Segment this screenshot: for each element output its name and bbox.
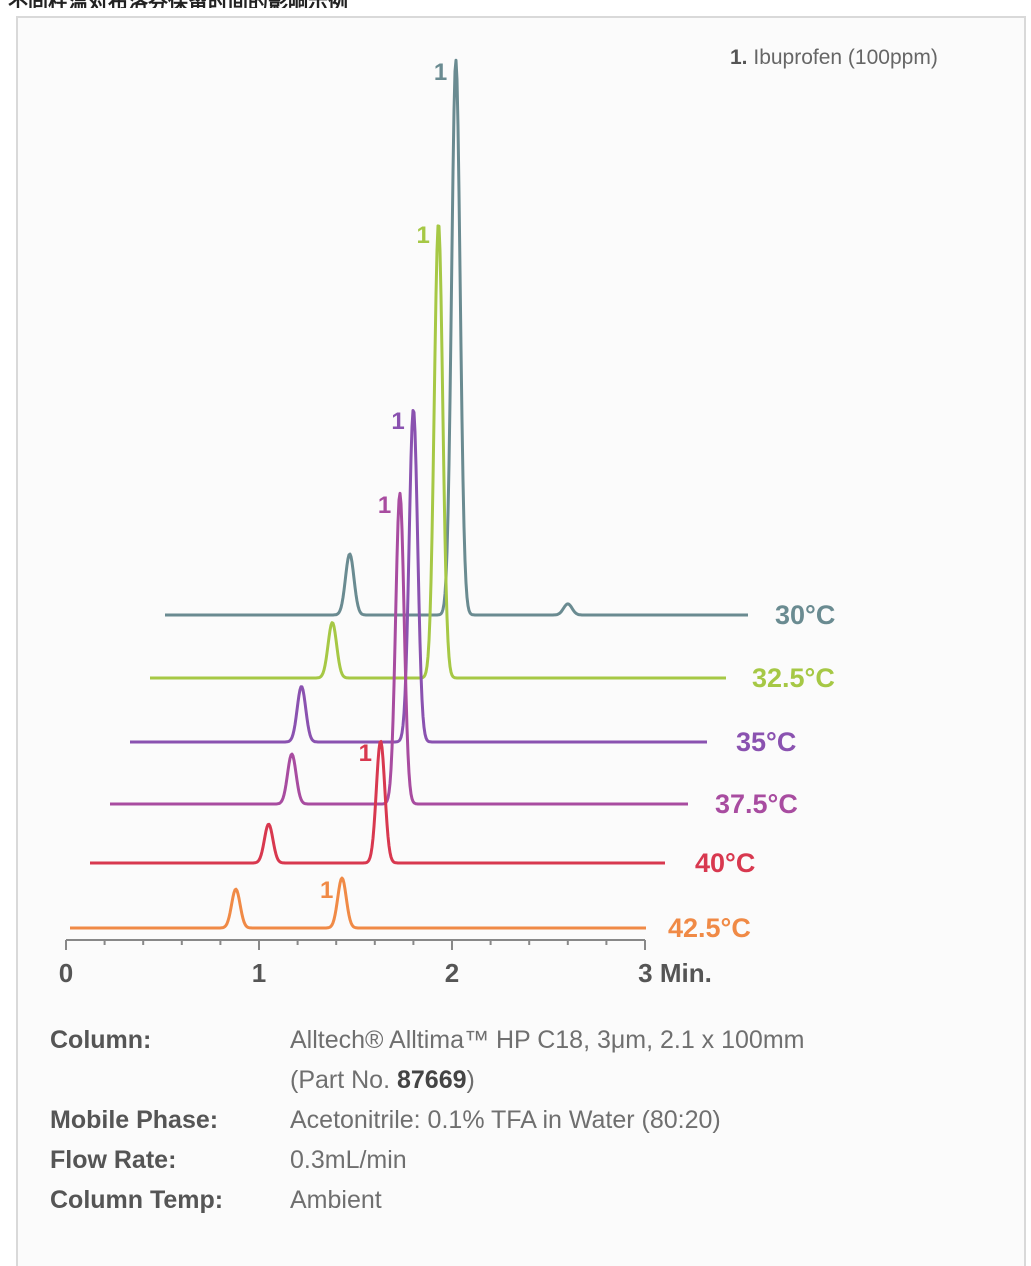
chromatogram-panel	[16, 16, 1026, 1266]
trace-line	[89, 740, 666, 865]
part-prefix: (Part No.	[290, 1066, 391, 1094]
legend: 1. Ibuprofen (100ppm)	[730, 46, 938, 70]
series-label: 35°C	[736, 727, 796, 757]
condition-value: Ambient	[290, 1186, 382, 1214]
peak-label: 1	[378, 492, 391, 519]
condition-label: Flow Rate:	[50, 1146, 177, 1174]
condition-value: Alltech® Alltima™ HP C18, 3μm, 2.1 x 100…	[290, 1026, 805, 1054]
condition-label: Mobile Phase:	[50, 1106, 219, 1134]
trace-line	[149, 224, 727, 680]
condition-value: 0.3mL/min	[290, 1146, 407, 1174]
legend-text: Ibuprofen (100ppm)	[753, 46, 938, 69]
trace-line	[69, 876, 647, 930]
legend-number: 1.	[730, 46, 748, 69]
condition-row-column-temp: Column Temp: Ambient	[50, 1180, 980, 1220]
condition-label: Column:	[50, 1026, 152, 1054]
x-tick-label: 3 Min.	[638, 958, 712, 988]
peak-label: 1	[320, 877, 333, 904]
part-number: 87669	[396, 1066, 467, 1094]
part-suffix: )	[466, 1066, 475, 1094]
condition-value: Acetonitrile: 0.1% TFA in Water (80:20)	[290, 1106, 721, 1134]
condition-label: Column Temp:	[50, 1186, 224, 1214]
series-label: 40°C	[695, 848, 755, 878]
x-tick-label: 2	[445, 958, 459, 988]
peak-label: 1	[416, 222, 429, 249]
trace-line	[129, 409, 708, 744]
trace-line	[164, 58, 749, 617]
trace-line	[109, 491, 689, 806]
series-label: 42.5°C	[668, 913, 751, 943]
series-label: 32.5°C	[752, 663, 835, 693]
condition-label-empty	[50, 1060, 290, 1100]
condition-row-flow-rate: Flow Rate: 0.3mL/min	[50, 1140, 980, 1180]
chromatogram-chart: 0 1 2 3 Min. 30°C 1 32.5°C 1 35°C 1 37.5°C 1 40°C 1 42…	[59, 58, 835, 988]
condition-row-part: (Part No. 87669)	[50, 1060, 980, 1100]
x-tick-label: 1	[252, 958, 266, 988]
peak-label: 1	[391, 408, 404, 435]
top-caption: 不同柱温对布洛芬保留时间的影响示例	[8, 0, 908, 8]
condition-row-column: Column: Alltech® Alltima™ HP C18, 3μm, 2…	[50, 1020, 980, 1060]
peak-label: 1	[359, 740, 372, 767]
series-label: 30°C	[775, 600, 835, 630]
series-label: 37.5°C	[715, 789, 798, 819]
condition-row-mobile-phase: Mobile Phase: Acetonitrile: 0.1% TFA in …	[50, 1100, 980, 1140]
peak-label: 1	[434, 59, 447, 86]
x-tick-label: 0	[59, 958, 73, 988]
part-number-value: (Part No. 87669)	[290, 1060, 475, 1100]
conditions-table: Column: Alltech® Alltima™ HP C18, 3μm, 2…	[50, 1020, 980, 1220]
